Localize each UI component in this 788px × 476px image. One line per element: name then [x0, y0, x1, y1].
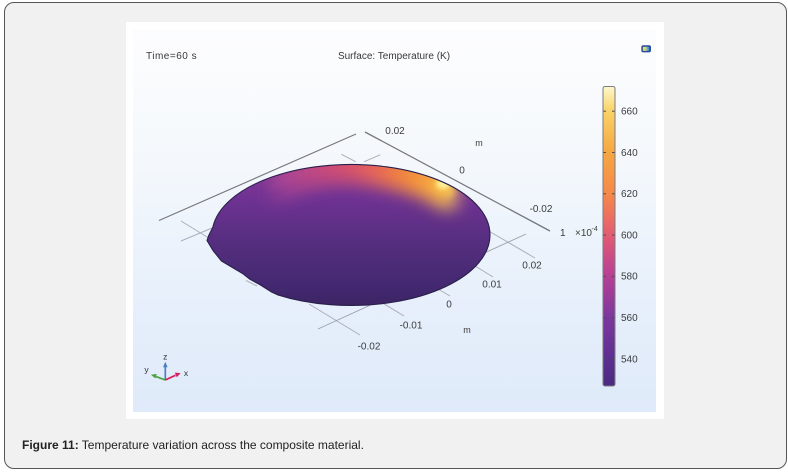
svg-text:0: 0 — [459, 166, 465, 177]
svg-text:1: 1 — [560, 228, 566, 239]
svg-text:-4: -4 — [592, 226, 598, 233]
svg-text:0: 0 — [446, 300, 452, 311]
svg-text:Time=60 s: Time=60 s — [146, 51, 197, 62]
svg-text:0.02: 0.02 — [385, 126, 405, 137]
svg-text:m: m — [463, 325, 471, 335]
svg-text:580: 580 — [621, 272, 638, 283]
svg-text:620: 620 — [621, 189, 638, 200]
svg-text:x: x — [184, 368, 189, 378]
svg-text:0.02: 0.02 — [522, 261, 542, 272]
svg-text:0.01: 0.01 — [482, 280, 502, 291]
svg-text:z: z — [163, 352, 167, 362]
svg-text:640: 640 — [621, 148, 638, 159]
svg-text:540: 540 — [621, 354, 638, 365]
svg-text:-0.02: -0.02 — [530, 204, 553, 215]
svg-text:-0.01: -0.01 — [400, 321, 423, 332]
svg-text:-0.02: -0.02 — [358, 342, 381, 353]
svg-text:y: y — [144, 365, 149, 375]
svg-text:×10: ×10 — [575, 228, 592, 239]
svg-text:m: m — [475, 138, 483, 148]
svg-text:560: 560 — [621, 313, 638, 324]
svg-text:Surface: Temperature (K): Surface: Temperature (K) — [338, 51, 450, 62]
svg-text:600: 600 — [621, 230, 638, 241]
svg-text:660: 660 — [621, 107, 638, 118]
